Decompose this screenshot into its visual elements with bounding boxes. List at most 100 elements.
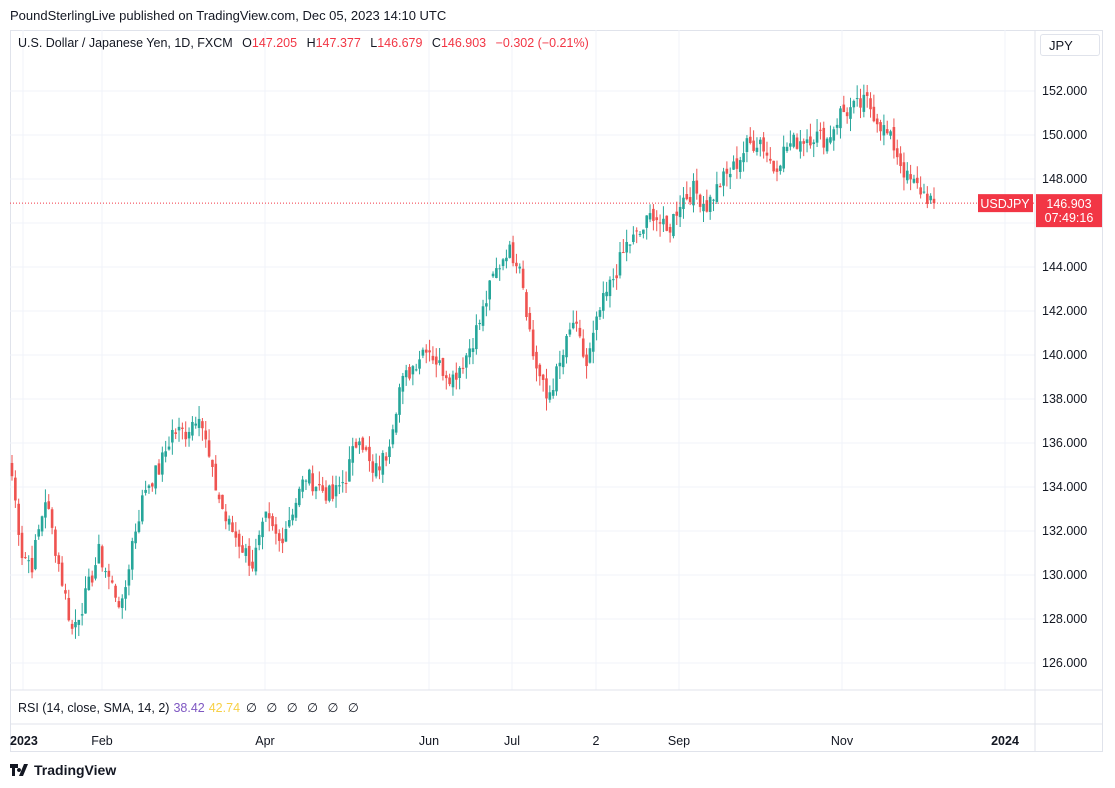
candle bbox=[668, 223, 672, 243]
candle bbox=[655, 210, 659, 232]
candle bbox=[114, 583, 117, 603]
candle bbox=[94, 557, 97, 581]
candle bbox=[805, 129, 809, 153]
candle bbox=[174, 428, 177, 440]
x-tick-label: Apr bbox=[255, 734, 274, 748]
candle bbox=[211, 459, 214, 477]
candle bbox=[134, 523, 137, 549]
candle bbox=[565, 333, 568, 364]
x-tick-label: 2 bbox=[593, 734, 600, 748]
candle bbox=[40, 515, 44, 537]
candle bbox=[24, 552, 27, 559]
candle bbox=[575, 310, 578, 332]
y-tick-label: 142.000 bbox=[1042, 304, 1087, 318]
candle bbox=[692, 173, 695, 213]
candle bbox=[662, 206, 665, 232]
candle bbox=[742, 141, 745, 172]
candle bbox=[157, 459, 161, 475]
candle bbox=[615, 264, 618, 290]
candle bbox=[130, 537, 134, 580]
candle bbox=[151, 482, 154, 492]
candle bbox=[60, 556, 64, 587]
x-tick-label: 2024 bbox=[991, 734, 1019, 748]
candle bbox=[728, 167, 732, 190]
candle bbox=[107, 563, 111, 590]
candle bbox=[17, 498, 20, 546]
candle bbox=[862, 84, 866, 118]
candle bbox=[568, 322, 572, 338]
open-label: O bbox=[242, 36, 252, 50]
publish-info: PoundSterlingLive published on TradingVi… bbox=[10, 8, 447, 23]
candle bbox=[799, 129, 802, 159]
candle bbox=[388, 439, 391, 464]
candle bbox=[271, 513, 274, 531]
candle bbox=[475, 314, 478, 355]
y-tick-label: 132.000 bbox=[1042, 524, 1087, 538]
y-tick-label: 138.000 bbox=[1042, 392, 1087, 406]
candle bbox=[845, 107, 849, 124]
tradingview-brand: TradingView bbox=[34, 762, 117, 778]
candle bbox=[722, 167, 725, 197]
candle bbox=[665, 215, 669, 232]
candle bbox=[354, 438, 358, 449]
candle bbox=[588, 342, 592, 364]
candle bbox=[628, 244, 632, 254]
candle bbox=[882, 114, 886, 146]
candle bbox=[471, 337, 475, 365]
candle bbox=[926, 186, 929, 209]
y-tick-label: 152.000 bbox=[1042, 84, 1087, 98]
candle bbox=[70, 619, 74, 635]
candle bbox=[895, 139, 899, 165]
candle bbox=[802, 138, 806, 157]
candle bbox=[191, 416, 194, 441]
candle bbox=[84, 576, 87, 614]
candle bbox=[545, 368, 548, 411]
currency-button[interactable]: JPY bbox=[1040, 34, 1100, 56]
rsi-label[interactable]: RSI (14, close, SMA, 14, 2) bbox=[18, 701, 170, 715]
candle bbox=[424, 344, 428, 364]
candle bbox=[712, 198, 715, 212]
candle bbox=[508, 240, 512, 259]
candle bbox=[421, 347, 425, 359]
candle bbox=[758, 137, 762, 157]
candle bbox=[915, 166, 919, 189]
y-tick-label: 128.000 bbox=[1042, 612, 1087, 626]
candle bbox=[612, 268, 615, 288]
candle bbox=[745, 135, 749, 163]
tradingview-footer[interactable]: TradingView bbox=[10, 762, 116, 778]
symbol-description[interactable]: U.S. Dollar / Japanese Yen, 1D, FXCM bbox=[18, 36, 233, 50]
candle bbox=[364, 445, 368, 452]
candle bbox=[601, 281, 605, 319]
high-label: H bbox=[306, 36, 316, 50]
candle bbox=[171, 419, 174, 455]
candle bbox=[50, 507, 54, 535]
candle bbox=[181, 422, 184, 440]
candle bbox=[675, 201, 679, 226]
candle bbox=[725, 161, 729, 187]
candle bbox=[448, 373, 451, 387]
candle bbox=[391, 424, 395, 449]
candle bbox=[368, 436, 371, 472]
candle bbox=[137, 509, 141, 534]
candle bbox=[485, 290, 488, 317]
candle bbox=[384, 452, 388, 467]
price-tag-countdown: 07:49:16 bbox=[1045, 211, 1094, 225]
candle bbox=[478, 319, 481, 330]
candle bbox=[775, 160, 779, 182]
candle bbox=[348, 446, 351, 482]
candle bbox=[358, 437, 361, 454]
candle bbox=[632, 226, 635, 245]
candle bbox=[241, 535, 244, 553]
y-tick-label: 130.000 bbox=[1042, 568, 1087, 582]
candle bbox=[528, 307, 532, 332]
candle bbox=[548, 385, 552, 403]
candle bbox=[167, 436, 171, 451]
candle bbox=[20, 525, 24, 566]
candle bbox=[491, 271, 495, 278]
candle bbox=[865, 84, 869, 108]
tradingview-logo-icon bbox=[10, 764, 28, 776]
candle bbox=[30, 545, 34, 579]
candle bbox=[277, 529, 281, 552]
x-tick-label: 2023 bbox=[10, 734, 38, 748]
